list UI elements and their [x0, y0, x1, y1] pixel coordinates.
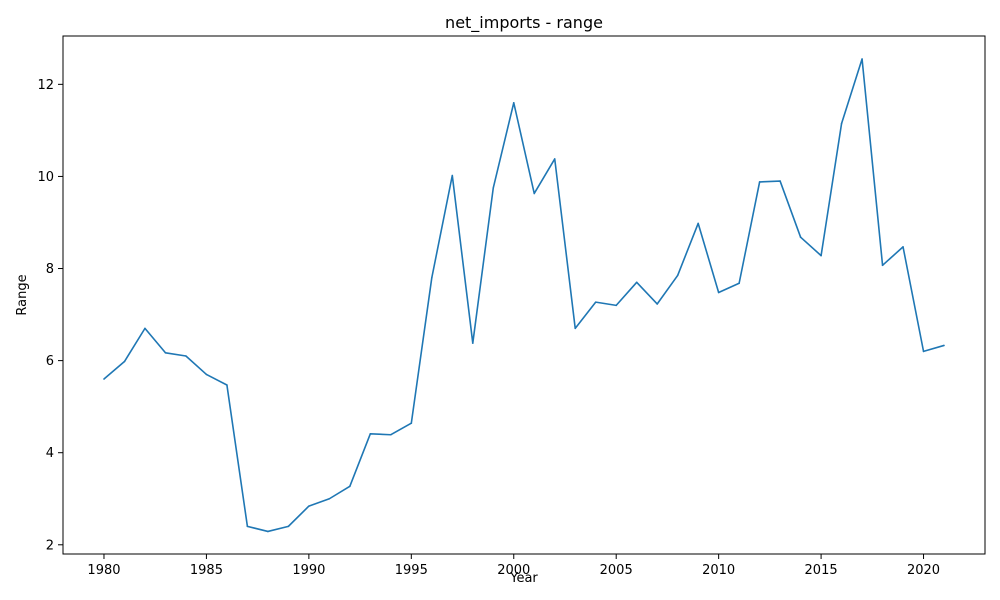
- data-point: [103, 378, 105, 380]
- data-point: [553, 158, 556, 160]
- data-point: [185, 355, 187, 357]
- data-point: [512, 101, 515, 104]
- data-point: [820, 254, 822, 257]
- x-tick-label: 2005: [600, 563, 633, 578]
- data-point: [471, 342, 474, 344]
- y-axis: 2 4 6 8 10 12: [37, 78, 63, 553]
- data-point: [349, 485, 351, 488]
- y-axis-label: Range: [15, 274, 30, 315]
- data-point: [861, 58, 863, 60]
- data-points: [103, 58, 945, 533]
- data-point: [615, 304, 617, 307]
- y-tick-label: 12: [37, 78, 54, 93]
- data-point: [451, 174, 454, 177]
- data-point: [943, 344, 945, 347]
- data-point: [492, 187, 495, 189]
- x-tick-label: 1985: [190, 563, 223, 578]
- data-point: [369, 433, 372, 435]
- x-tick-label: 2010: [702, 563, 735, 578]
- y-tick-label: 6: [46, 354, 54, 369]
- data-point: [164, 351, 167, 354]
- data-point: [267, 530, 269, 533]
- data-point: [676, 274, 679, 277]
- data-point: [594, 301, 597, 303]
- data-point: [390, 433, 392, 436]
- series-line: [103, 58, 945, 533]
- chart-title: net_imports - range: [445, 13, 603, 33]
- data-point: [533, 192, 536, 195]
- x-axis-label: Year: [509, 571, 538, 586]
- data-point: [717, 291, 720, 294]
- data-point: [840, 122, 843, 125]
- data-point: [287, 525, 290, 528]
- data-point: [656, 303, 658, 305]
- y-tick-label: 8: [46, 262, 54, 277]
- data-point: [738, 282, 740, 285]
- data-point: [308, 505, 310, 507]
- data-point: [799, 236, 802, 239]
- data-point: [697, 222, 699, 225]
- x-tick-label: 1980: [87, 563, 120, 578]
- data-point: [779, 180, 781, 182]
- x-tick-label: 2000: [497, 563, 530, 578]
- data-point: [758, 181, 761, 183]
- data-point: [902, 246, 904, 248]
- data-point: [226, 384, 228, 386]
- data-point: [205, 373, 208, 376]
- y-tick-label: 2: [46, 538, 54, 553]
- data-point: [431, 276, 433, 279]
- x-tick-label: 2015: [805, 563, 838, 578]
- data-point: [246, 525, 249, 528]
- data-point: [410, 422, 413, 425]
- plot-area-frame: [62, 35, 986, 555]
- y-tick-label: 4: [46, 446, 54, 461]
- data-point: [123, 360, 126, 363]
- data-point: [144, 327, 146, 330]
- x-tick-label: 1990: [292, 563, 325, 578]
- data-point: [574, 327, 577, 330]
- data-point: [328, 497, 331, 500]
- x-tick-label: 2020: [907, 563, 940, 578]
- x-axis: 1980 1985 1990 1995 2000 2005 2010 2015 2020: [87, 554, 940, 578]
- x-tick-label: 1995: [395, 563, 428, 578]
- data-point: [922, 350, 925, 353]
- y-tick-label: 10: [37, 170, 54, 185]
- data-point: [635, 281, 638, 284]
- data-point: [881, 264, 884, 267]
